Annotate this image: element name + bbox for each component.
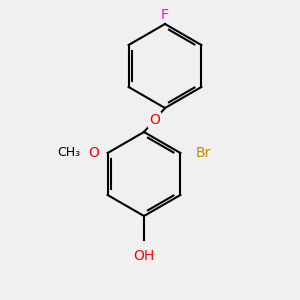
Text: CH₃: CH₃ [58, 146, 81, 160]
Text: F: F [161, 8, 169, 22]
Text: OH: OH [134, 249, 154, 263]
Text: Br: Br [195, 146, 211, 160]
Text: O: O [88, 146, 99, 160]
Text: O: O [149, 113, 160, 127]
